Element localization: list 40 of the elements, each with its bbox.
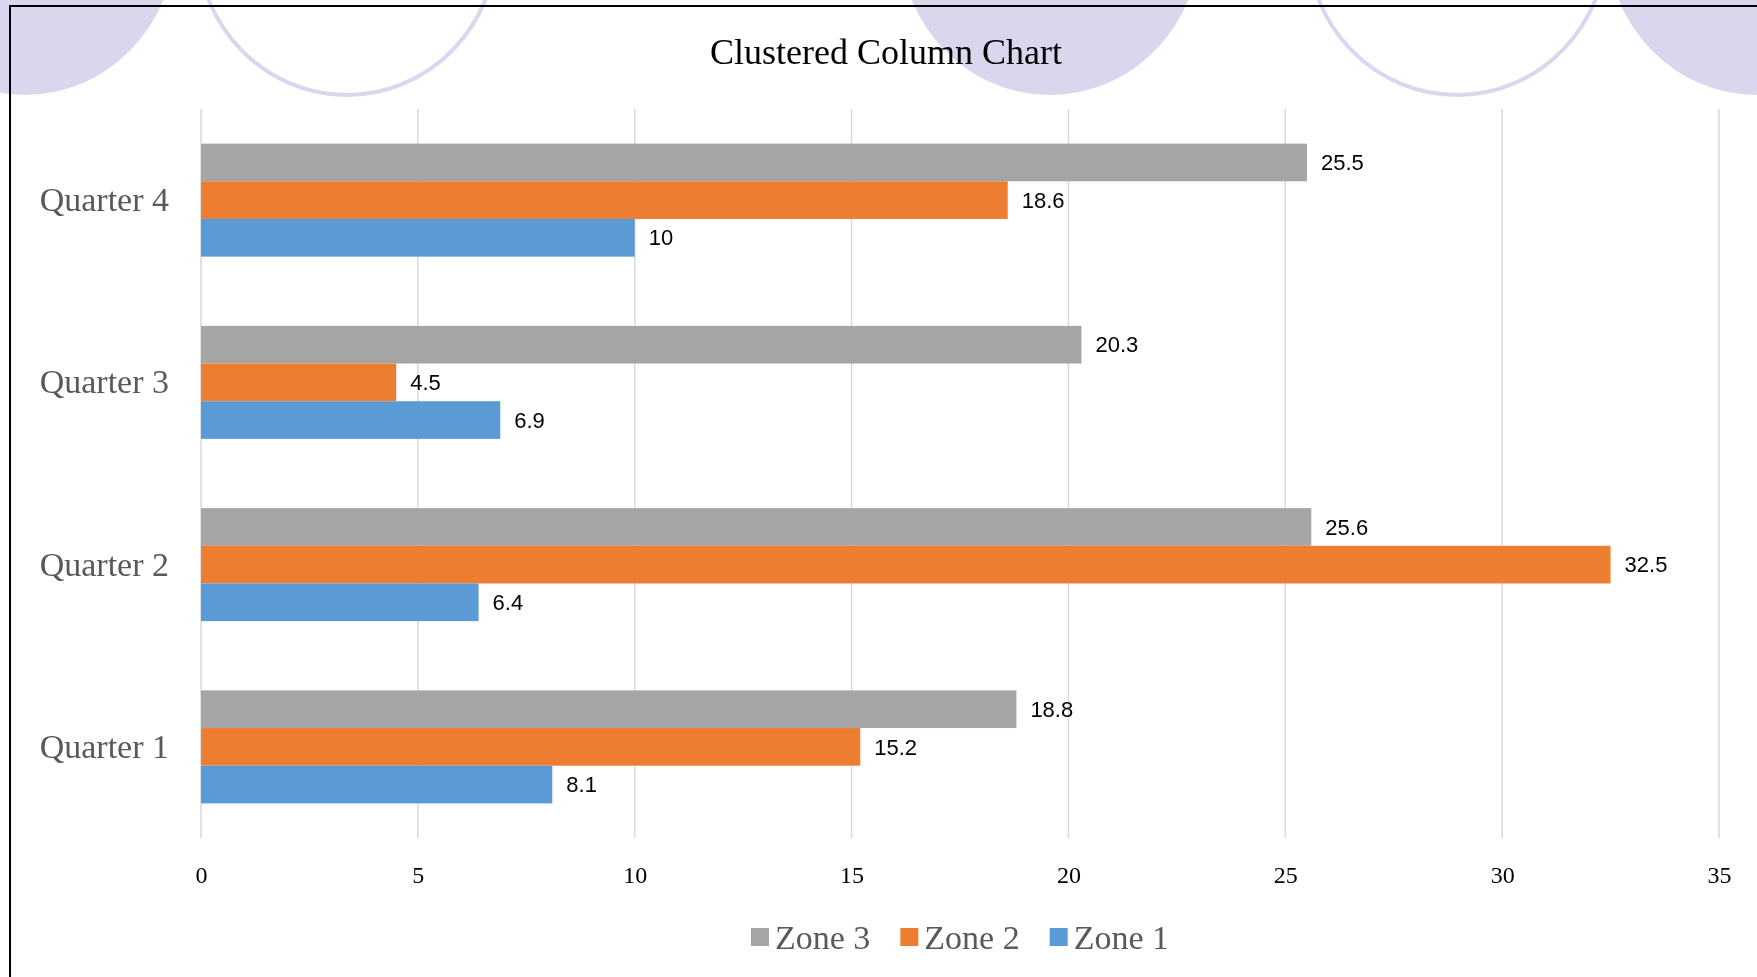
data-label: 25.6 xyxy=(1325,514,1369,540)
legend-label: Zone 2 xyxy=(924,918,1020,956)
bar xyxy=(201,508,1312,546)
x-tick-label: 25 xyxy=(1273,862,1298,889)
x-tick-label: 35 xyxy=(1707,862,1732,889)
legend-label: Zone 3 xyxy=(774,918,871,956)
y-tick-label: Quarter 1 xyxy=(39,727,169,765)
data-label: 15.2 xyxy=(874,734,918,760)
y-tick-label: Quarter 3 xyxy=(39,363,169,401)
bar xyxy=(201,218,635,257)
x-tick-label: 5 xyxy=(412,862,425,889)
data-label: 4.5 xyxy=(410,370,441,396)
data-label: 8.1 xyxy=(566,772,597,798)
x-tick-label: 0 xyxy=(195,862,208,889)
bar xyxy=(201,765,553,804)
data-label: 6.9 xyxy=(514,407,545,433)
x-tick-label: 20 xyxy=(1056,862,1081,889)
x-tick-label: 15 xyxy=(840,862,865,889)
data-label: 6.4 xyxy=(492,589,524,615)
y-tick-label: Quarter 4 xyxy=(39,181,169,219)
y-tick-label: Quarter 2 xyxy=(39,545,169,583)
data-label: 18.8 xyxy=(1030,696,1074,722)
bar xyxy=(201,181,1008,219)
bar xyxy=(201,143,1307,182)
bar xyxy=(201,583,479,622)
chart-title: Clustered Column Chart xyxy=(710,32,1062,72)
data-label: 10 xyxy=(648,225,674,251)
bar xyxy=(201,690,1017,729)
data-label: 20.3 xyxy=(1095,332,1139,358)
bar xyxy=(201,545,1611,584)
bar xyxy=(201,401,501,439)
x-tick-label: 30 xyxy=(1490,862,1515,889)
x-tick-label: 10 xyxy=(623,862,648,889)
bar xyxy=(201,728,861,766)
data-label: 32.5 xyxy=(1624,552,1668,578)
legend-label: Zone 1 xyxy=(1073,918,1170,956)
data-label: 25.5 xyxy=(1320,150,1364,176)
data-label: 18.6 xyxy=(1021,187,1065,213)
bar xyxy=(201,325,1082,364)
bar xyxy=(201,363,397,402)
